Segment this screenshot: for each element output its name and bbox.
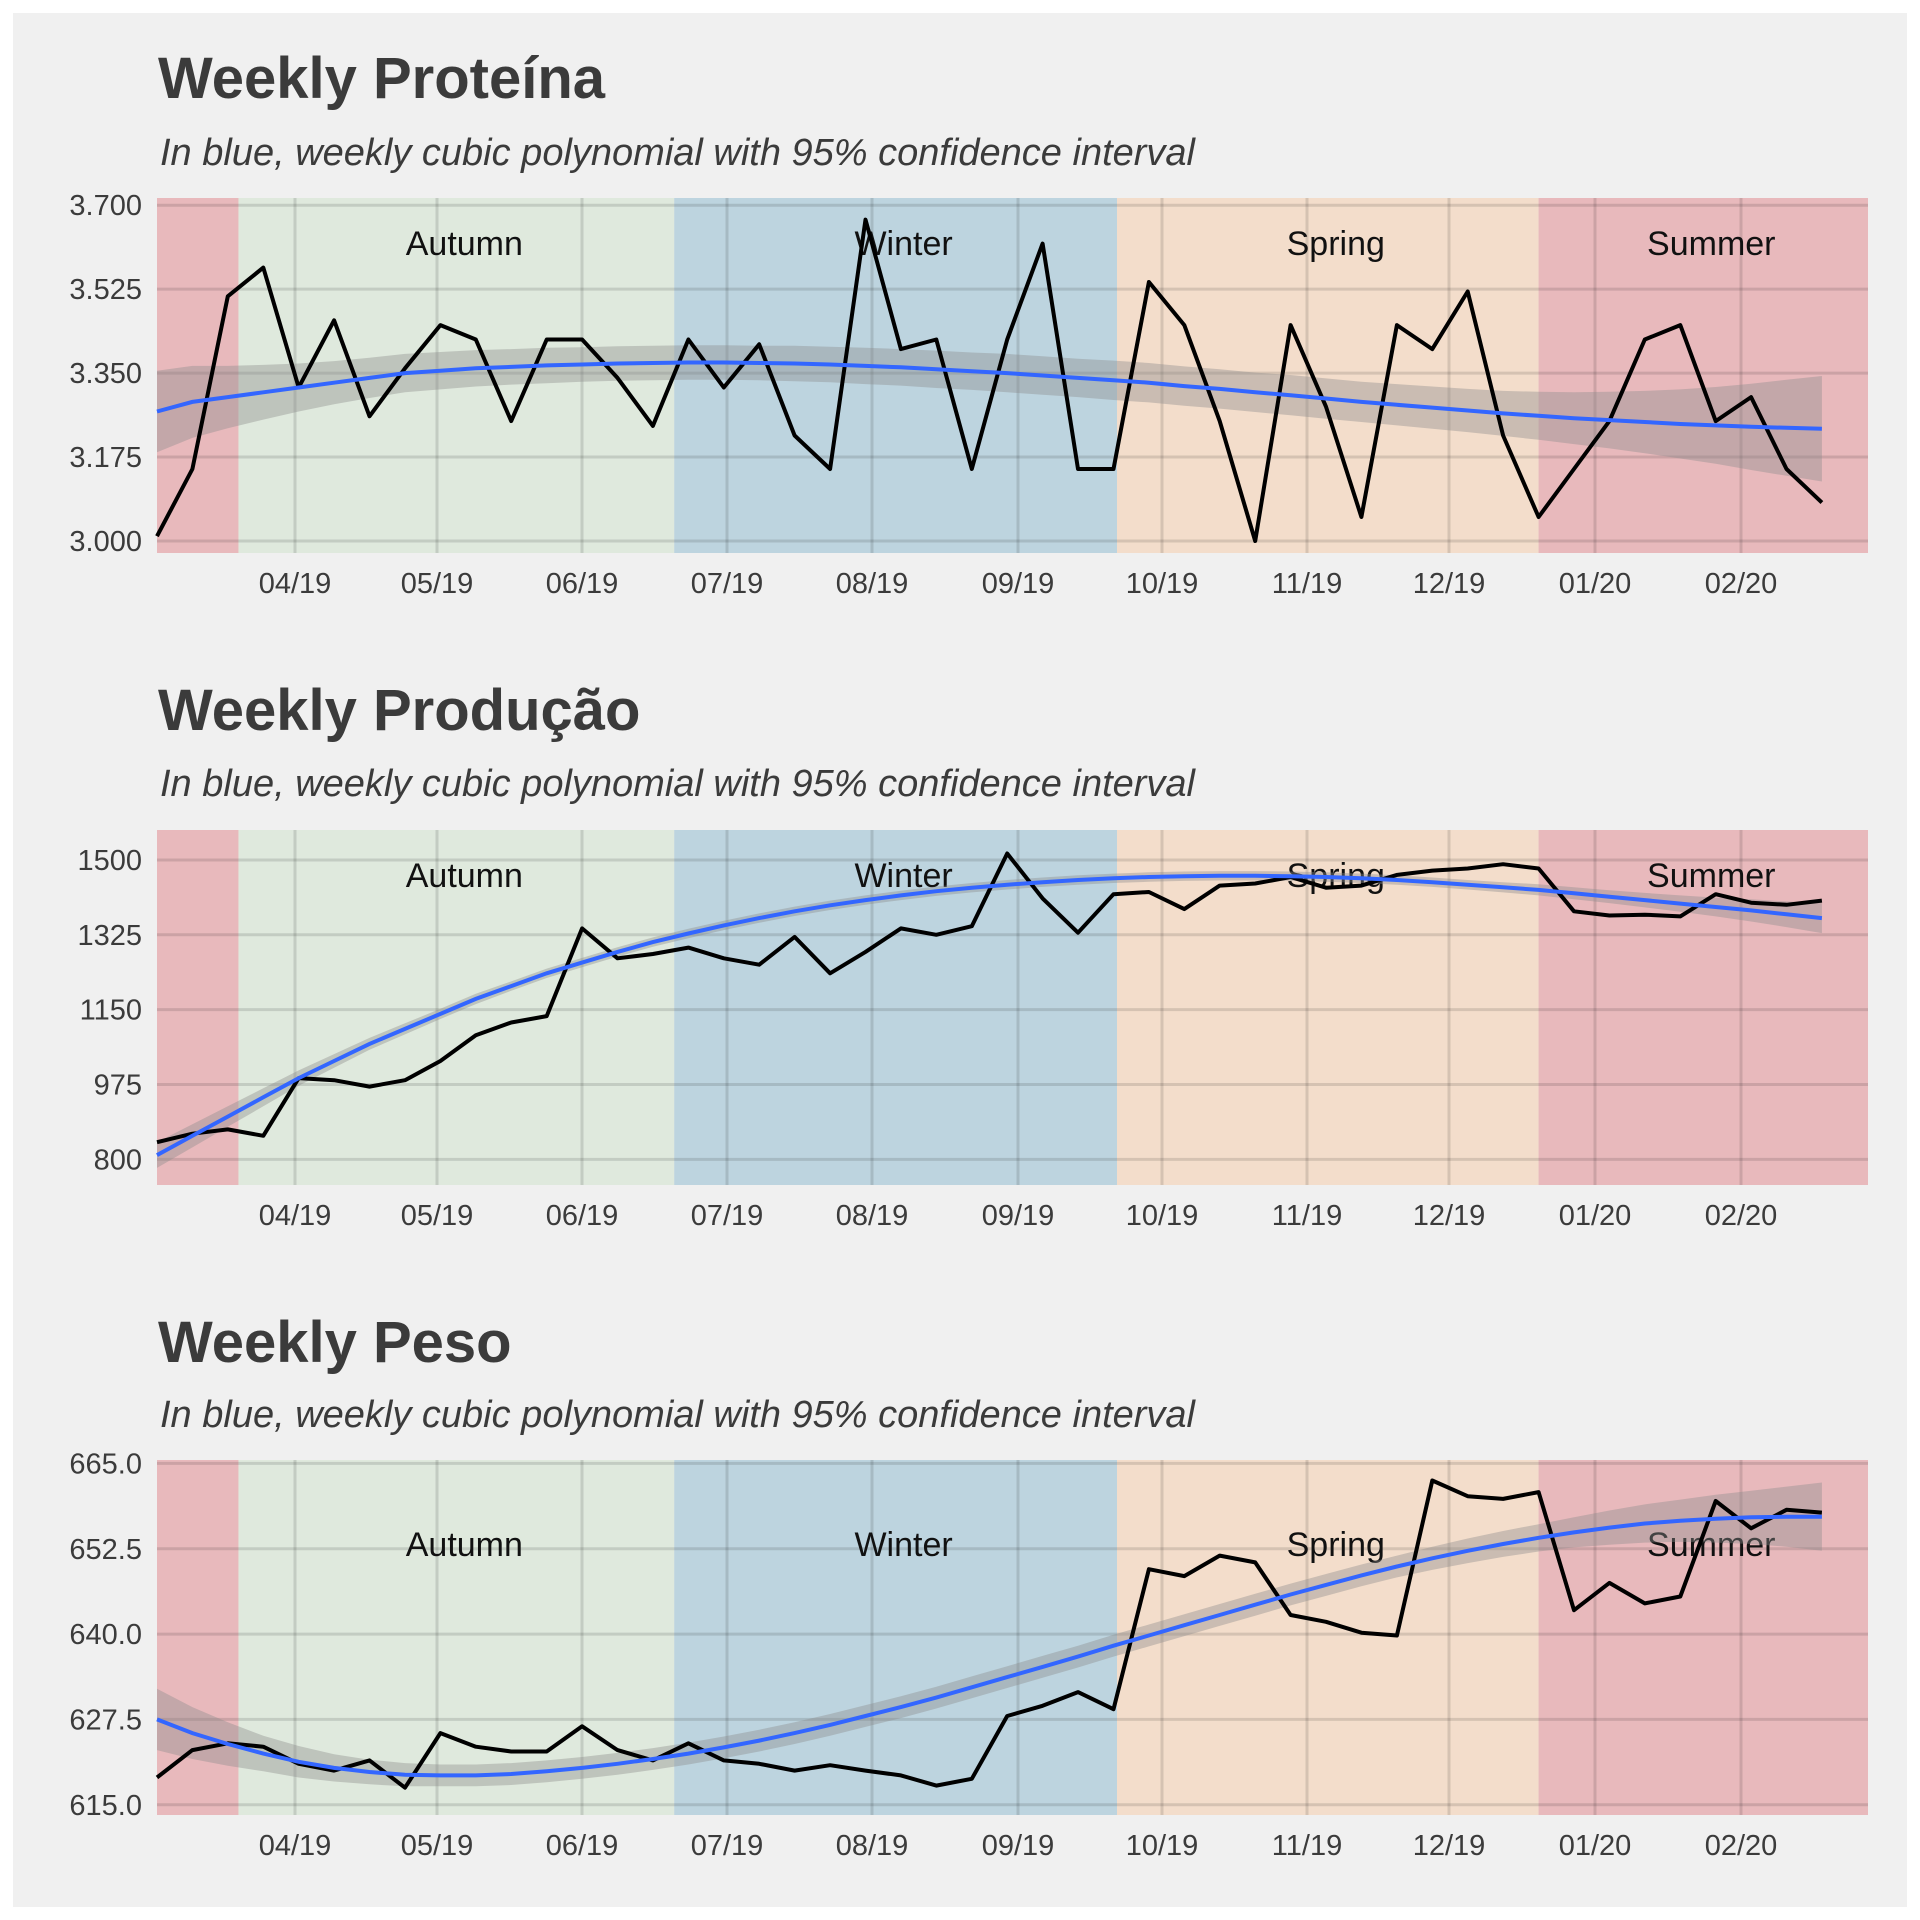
season-band <box>157 198 239 553</box>
x-tick-label: 05/19 <box>401 1200 474 1232</box>
chart-subtitle: In blue, weekly cubic polynomial with 95… <box>160 763 1197 805</box>
x-tick-label: 12/19 <box>1413 1200 1486 1232</box>
chart-title: Weekly Proteína <box>158 46 606 111</box>
season-band <box>674 830 1118 1185</box>
season-label: Autumn <box>406 1526 523 1564</box>
x-tick-label: 04/19 <box>259 1830 332 1862</box>
fit-line <box>156 360 1822 431</box>
x-tick-label: 10/19 <box>1126 1830 1199 1862</box>
x-tick-label: 02/20 <box>1705 1830 1778 1862</box>
season-band <box>1117 198 1539 553</box>
chart-subtitle: In blue, weekly cubic polynomial with 95… <box>160 1394 1197 1436</box>
y-tick-label: 615.0 <box>69 1790 142 1822</box>
season-label: Spring <box>1287 1526 1385 1564</box>
season-label: Spring <box>1287 225 1385 263</box>
x-tick-label: 11/19 <box>1272 1830 1342 1862</box>
plot-area: Autumn Winter Spring Summer 615.0 627.5 640.0 6… <box>69 1448 1868 1862</box>
fit-line <box>156 873 1823 1157</box>
confidence-band <box>157 345 1822 482</box>
y-tick-label: 1150 <box>80 995 142 1027</box>
plot-area: Autumn Winter Spring Summer8009751150132515… <box>77 830 1868 1232</box>
chart-panel-producao: Weekly Produção In blue, weekly cubic po… <box>77 678 1868 1232</box>
season-band <box>157 1460 239 1815</box>
x-tick-label: 12/19 <box>1413 1830 1486 1862</box>
x-tick-label: 06/19 <box>546 568 619 600</box>
season-band <box>1538 830 1868 1185</box>
season-label: Winter <box>854 857 952 895</box>
chart-panel-peso: Weekly Peso In blue, weekly cubic polyno… <box>69 1310 1868 1862</box>
y-tick-label: 3.700 <box>69 190 142 222</box>
chart-panel-proteina: Weekly Proteína In blue, weekly cubic po… <box>69 46 1868 600</box>
y-tick-label: 665.0 <box>69 1448 142 1480</box>
y-tick-label: 640.0 <box>69 1619 142 1651</box>
y-tick-label: 627.5 <box>69 1704 142 1736</box>
season-label: Autumn <box>406 857 523 895</box>
x-tick-label: 01/20 <box>1559 1200 1632 1232</box>
y-tick-label: 1500 <box>77 845 142 877</box>
y-tick-label: 3.525 <box>69 274 142 306</box>
fit-line <box>156 1514 1822 1778</box>
season-label: Summer <box>1647 857 1775 895</box>
season-band <box>674 1460 1118 1815</box>
y-tick-label: 652.5 <box>69 1534 142 1566</box>
x-tick-label: 02/20 <box>1705 1200 1778 1232</box>
y-tick-label: 3.350 <box>69 358 142 390</box>
x-tick-label: 04/19 <box>259 1200 332 1232</box>
chart-subtitle: In blue, weekly cubic polynomial with 95… <box>160 132 1197 174</box>
season-band <box>1117 1460 1539 1815</box>
x-tick-label: 08/19 <box>836 1200 909 1232</box>
x-tick-label: 06/19 <box>546 1200 619 1232</box>
x-tick-label: 09/19 <box>982 568 1055 600</box>
weekly-series-line <box>155 1478 1823 1790</box>
season-label: Summer <box>1647 225 1775 263</box>
x-tick-label: 08/19 <box>836 568 909 600</box>
season-band <box>238 1460 675 1815</box>
x-tick-label: 02/20 <box>1705 568 1778 600</box>
x-tick-label: 12/19 <box>1413 568 1486 600</box>
x-tick-label: 11/19 <box>1272 1200 1342 1232</box>
x-tick-label: 07/19 <box>691 568 764 600</box>
chart-title: Weekly Peso <box>158 1310 512 1375</box>
y-tick-label: 975 <box>94 1069 142 1101</box>
weekly-series-line <box>155 217 1824 543</box>
x-tick-label: 04/19 <box>259 568 332 600</box>
x-tick-label: 07/19 <box>691 1200 764 1232</box>
x-tick-label: 10/19 <box>1126 1200 1199 1232</box>
y-tick-label: 1325 <box>77 920 142 952</box>
x-tick-label: 11/19 <box>1272 568 1342 600</box>
plot-area: Autumn Winter Spring Summer3.0003.1753.3503… <box>69 190 1868 600</box>
x-tick-label: 09/19 <box>982 1200 1055 1232</box>
y-tick-label: 3.175 <box>69 442 142 474</box>
y-tick-label: 3.000 <box>69 526 142 558</box>
season-label: Autumn <box>406 225 523 263</box>
season-label: Winter <box>854 1526 952 1564</box>
x-tick-label: 06/19 <box>546 1830 619 1862</box>
chart-title: Weekly Produção <box>158 678 640 743</box>
weekly-series-line <box>156 851 1823 1145</box>
season-band <box>157 830 239 1185</box>
confidence-band <box>157 1482 1822 1787</box>
x-tick-label: 05/19 <box>401 568 474 600</box>
x-tick-label: 01/20 <box>1559 1830 1632 1862</box>
x-tick-label: 07/19 <box>691 1830 764 1862</box>
y-tick-label: 800 <box>94 1144 142 1176</box>
x-tick-label: 01/20 <box>1559 568 1632 600</box>
x-tick-label: 10/19 <box>1126 568 1199 600</box>
season-label: Summer <box>1647 1526 1775 1564</box>
x-tick-label: 09/19 <box>982 1830 1055 1862</box>
season-band <box>238 198 675 553</box>
x-tick-label: 08/19 <box>836 1830 909 1862</box>
x-tick-label: 05/19 <box>401 1830 474 1862</box>
